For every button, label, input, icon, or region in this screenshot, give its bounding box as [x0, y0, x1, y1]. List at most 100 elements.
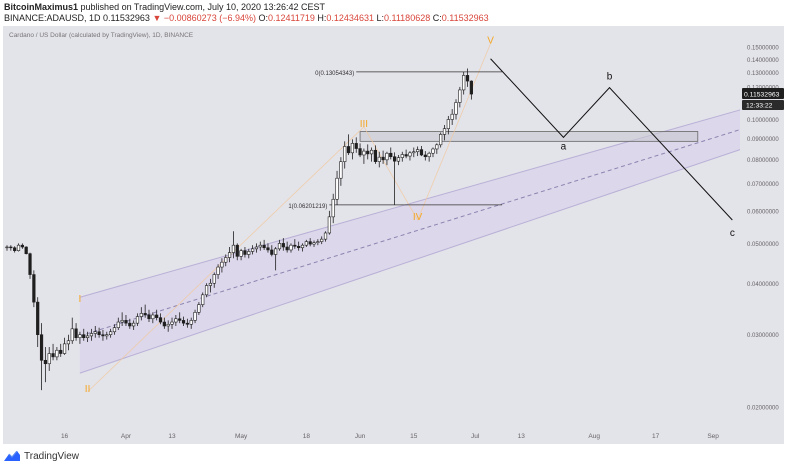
candle-body[interactable] [66, 340, 71, 345]
candle-body[interactable] [47, 353, 51, 365]
candle-body[interactable] [277, 243, 282, 250]
candle-body[interactable] [85, 335, 90, 339]
candle-body[interactable] [393, 156, 397, 162]
candle-body[interactable] [197, 304, 201, 313]
candle-body[interactable] [189, 320, 193, 325]
candle-body[interactable] [316, 241, 320, 243]
candle-body[interactable] [201, 294, 205, 305]
candle-body[interactable] [247, 251, 251, 255]
candle-body[interactable] [458, 89, 462, 103]
brand-label[interactable]: TradingView [24, 450, 80, 462]
candle-body[interactable] [181, 320, 186, 324]
candle-body[interactable] [339, 161, 343, 179]
candle-body[interactable] [293, 244, 297, 247]
candle-body[interactable] [308, 241, 312, 245]
candle-body[interactable] [55, 349, 59, 358]
candle-body[interactable] [224, 257, 228, 263]
price-chart[interactable]: 0(0.13054343)1(0.06201219)abcIIIIIIIVVCa… [3, 26, 784, 444]
candle-body[interactable] [139, 313, 143, 317]
candle-body[interactable] [78, 334, 82, 339]
candle-body[interactable] [193, 312, 197, 321]
candle-body[interactable] [423, 154, 427, 158]
candle-body[interactable] [323, 232, 328, 240]
candle-body[interactable] [297, 245, 301, 249]
candle-body[interactable] [20, 244, 24, 248]
candle-body[interactable] [97, 331, 101, 335]
candle-body[interactable] [120, 320, 124, 323]
candle-body[interactable] [262, 244, 266, 249]
candle-body[interactable] [396, 157, 401, 162]
candle-body[interactable] [212, 274, 216, 284]
candle-body[interactable] [151, 314, 155, 320]
candle-body[interactable] [366, 150, 370, 155]
candle-body[interactable] [36, 301, 40, 335]
candle-body[interactable] [9, 246, 13, 249]
candle-body[interactable] [235, 244, 239, 257]
candle-body[interactable] [404, 154, 408, 157]
candle-body[interactable] [362, 150, 366, 156]
candle-body[interactable] [251, 248, 255, 252]
candle-body[interactable] [143, 313, 147, 316]
candle-body[interactable] [24, 246, 28, 254]
candle-body[interactable] [274, 248, 278, 255]
tradingview-logo-icon[interactable] [4, 451, 20, 461]
candle-body[interactable] [109, 331, 113, 335]
candle-body[interactable] [389, 152, 393, 158]
candle-body[interactable] [231, 244, 236, 253]
candle-body[interactable] [135, 316, 140, 324]
candle-body[interactable] [74, 328, 78, 339]
candle-body[interactable] [450, 113, 454, 120]
candle-body[interactable] [227, 252, 232, 258]
candle-body[interactable] [369, 149, 374, 155]
candle-body[interactable] [408, 152, 412, 157]
candle-body[interactable] [289, 244, 293, 251]
candle-body[interactable] [416, 149, 420, 153]
candle-body[interactable] [312, 242, 316, 245]
candle-body[interactable] [70, 328, 74, 342]
candle-body[interactable] [462, 75, 466, 91]
candle-body[interactable] [454, 102, 458, 115]
candle-body[interactable] [327, 216, 331, 234]
candle-body[interactable] [105, 334, 109, 337]
candle-body[interactable] [350, 143, 354, 154]
candle-body[interactable] [469, 80, 473, 95]
candle-body[interactable] [128, 322, 132, 327]
candle-body[interactable] [208, 282, 213, 286]
candle-body[interactable] [239, 250, 243, 257]
candle-body[interactable] [385, 152, 389, 161]
candle-body[interactable] [101, 334, 105, 337]
candle-body[interactable] [335, 177, 339, 200]
candle-body[interactable] [39, 334, 44, 361]
candle-body[interactable] [162, 321, 166, 327]
candle-body[interactable] [158, 317, 163, 323]
candle-body[interactable] [412, 151, 416, 154]
candle-body[interactable] [16, 244, 21, 251]
candle-body[interactable] [358, 148, 362, 156]
candle-body[interactable] [82, 334, 86, 339]
author-name[interactable]: BitcoinMaximus1 [4, 2, 79, 12]
candle-body[interactable] [220, 261, 224, 268]
candle-body[interactable] [5, 246, 9, 249]
candle-body[interactable] [43, 359, 47, 365]
candle-body[interactable] [216, 266, 220, 275]
candle-body[interactable] [354, 143, 358, 149]
candle-body[interactable] [243, 250, 247, 255]
candle-body[interactable] [174, 318, 178, 323]
candle-body[interactable] [285, 246, 289, 251]
candle-body[interactable] [320, 238, 324, 242]
candle-body[interactable] [89, 333, 94, 337]
candle-body[interactable] [170, 321, 174, 325]
candle-body[interactable] [300, 244, 305, 249]
candle-body[interactable] [373, 149, 378, 162]
candle-body[interactable] [431, 148, 435, 154]
candle-body[interactable] [13, 247, 17, 251]
candle-body[interactable] [178, 318, 182, 321]
candle-body[interactable] [435, 144, 439, 150]
candle-body[interactable] [346, 146, 351, 154]
candle-body[interactable] [266, 247, 270, 251]
candle-body[interactable] [93, 331, 97, 334]
candle-body[interactable] [124, 320, 128, 324]
candle-body[interactable] [446, 119, 450, 129]
chart-area[interactable]: 0(0.13054343) 1(0.06201219) a b c I II III IV V Ca… [3, 26, 784, 444]
candle-body[interactable] [377, 156, 381, 162]
